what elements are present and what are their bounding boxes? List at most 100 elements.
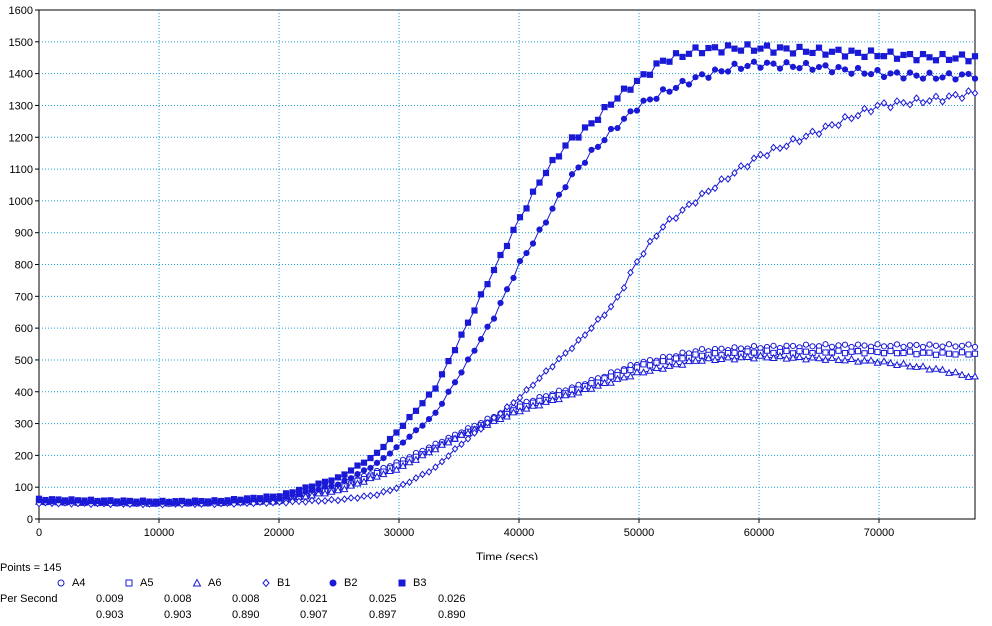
- data-point-B1: [510, 398, 517, 407]
- data-point-B3: [42, 496, 49, 504]
- data-point-B1: [295, 497, 303, 506]
- data-point-A5: [848, 348, 855, 355]
- data-point-B2: [939, 74, 946, 81]
- data-point-B1: [477, 425, 485, 433]
- data-point-B1: [575, 336, 582, 344]
- legend-label: B2: [344, 577, 358, 589]
- data-point-A5: [965, 351, 972, 358]
- data-point-A6: [522, 404, 531, 412]
- data-point-B2: [523, 249, 530, 257]
- data-point-A6: [607, 378, 615, 386]
- y-tick-label: 1000: [9, 196, 33, 208]
- data-point-B2: [737, 65, 745, 72]
- data-point-B1: [913, 94, 920, 103]
- data-point-A4: [770, 342, 777, 349]
- data-point-B2: [893, 69, 901, 76]
- data-point-B1: [796, 137, 803, 146]
- data-point-B1: [354, 494, 361, 502]
- data-point-B2: [666, 88, 673, 95]
- data-point-A5: [867, 347, 875, 355]
- data-point-B1: [490, 413, 498, 422]
- data-point-B3: [848, 47, 855, 54]
- data-point-B2: [458, 369, 465, 376]
- data-point-A4: [939, 343, 946, 350]
- data-point-B1: [926, 97, 933, 105]
- data-point-A6: [789, 353, 797, 361]
- legend-entry-A6: A6: [192, 577, 221, 589]
- data-point-B2: [412, 427, 420, 434]
- data-point-A5: [945, 350, 953, 357]
- data-point-A6: [373, 472, 381, 480]
- data-point-B3: [35, 495, 43, 502]
- data-point-B1: [406, 478, 413, 487]
- data-point-B1: [672, 214, 680, 223]
- legend-label: A5: [140, 577, 154, 589]
- data-point-B3: [243, 495, 251, 502]
- data-point-A5: [679, 355, 686, 362]
- data-point-B3: [276, 493, 283, 500]
- data-point-B1: [763, 151, 771, 160]
- data-point-B1: [750, 154, 758, 163]
- data-point-A6: [399, 461, 407, 469]
- data-point-B1: [250, 499, 257, 508]
- data-point-B1: [594, 315, 602, 324]
- data-point-B1: [809, 127, 816, 136]
- data-point-A6: [613, 374, 622, 382]
- data-point-B1: [627, 268, 634, 277]
- data-point-B2: [854, 64, 862, 72]
- data-point-B3: [802, 48, 810, 55]
- y-tick-label: 0: [27, 514, 33, 526]
- legend-entry-B2: B2: [328, 577, 357, 589]
- data-point-B2: [770, 60, 777, 67]
- data-point-B3: [230, 496, 238, 503]
- x-tick-label: 40000: [504, 527, 535, 539]
- data-point-A6: [737, 352, 745, 361]
- data-point-B3: [815, 44, 823, 51]
- data-point-B2: [835, 63, 842, 71]
- data-point-B3: [172, 498, 179, 505]
- data-point-B2: [646, 96, 654, 103]
- data-point-B2: [432, 409, 439, 416]
- data-point-A6: [971, 372, 979, 380]
- data-point-B3: [555, 153, 563, 160]
- data-point-A5: [893, 350, 901, 357]
- data-point-B3: [139, 497, 147, 504]
- data-point-A4: [679, 349, 686, 356]
- data-point-B2: [880, 73, 888, 81]
- data-point-B3: [672, 50, 680, 57]
- data-point-B3: [48, 496, 56, 503]
- data-point-A6: [314, 489, 323, 497]
- x-tick-label: 70000: [864, 527, 895, 539]
- data-point-A4: [926, 341, 933, 348]
- data-point-B1: [900, 98, 907, 107]
- data-point-A5: [952, 351, 959, 358]
- data-point-B1: [562, 349, 569, 357]
- data-point-B1: [614, 293, 621, 301]
- data-point-A4: [835, 342, 842, 349]
- data-point-B2: [399, 439, 407, 446]
- data-point-B1: [373, 491, 381, 499]
- data-point-B1: [939, 97, 946, 106]
- data-point-B2: [705, 74, 712, 81]
- data-point-B2: [451, 379, 459, 386]
- data-point-A4: [900, 343, 907, 350]
- data-point-B3: [750, 47, 758, 54]
- legend-r-B2: 0.897: [369, 609, 397, 621]
- data-point-B3: [315, 480, 322, 487]
- data-point-B3: [932, 57, 940, 64]
- data-point-B3: [952, 55, 959, 62]
- data-point-A6: [893, 360, 901, 368]
- data-point-B3: [633, 77, 641, 85]
- data-point-B1: [347, 494, 355, 502]
- x-tick-label: 20000: [264, 527, 295, 539]
- y-tick-label: 800: [15, 260, 33, 272]
- data-point-A6: [542, 397, 550, 405]
- data-point-B2: [406, 433, 413, 440]
- data-point-B2: [568, 171, 576, 178]
- data-point-B3: [653, 60, 660, 67]
- data-point-B3: [854, 49, 862, 56]
- data-point-A6: [626, 372, 635, 380]
- data-point-B2: [490, 315, 498, 322]
- data-point-A6: [698, 356, 706, 364]
- data-point-B2: [718, 68, 725, 75]
